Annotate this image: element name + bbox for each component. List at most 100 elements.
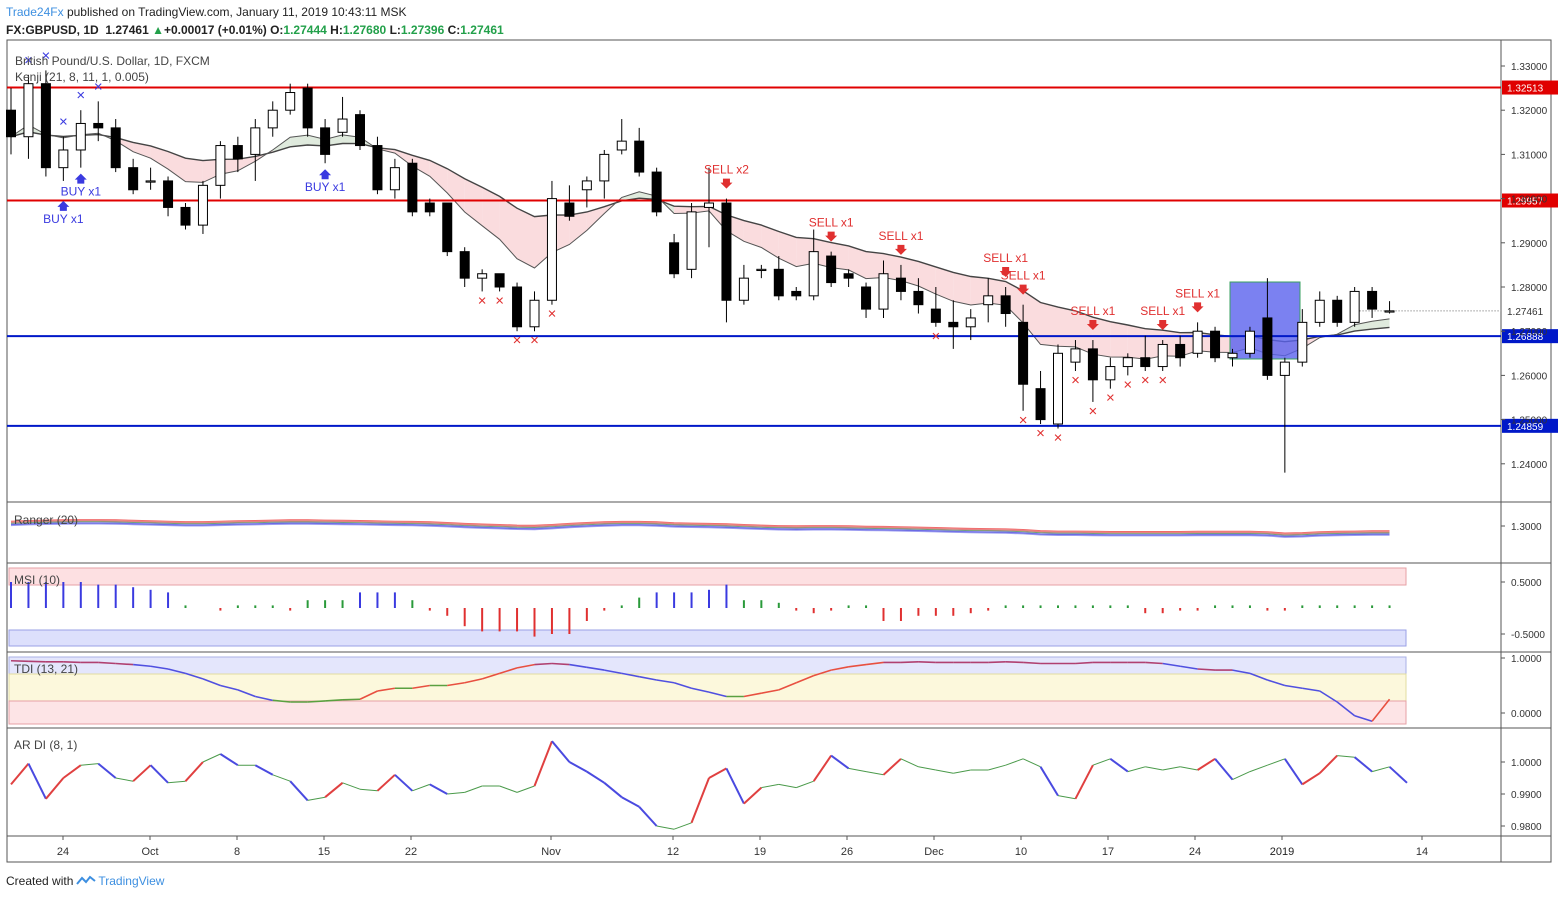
ardi-line-segment bbox=[1354, 756, 1373, 773]
brand-link[interactable]: Trade24Fx bbox=[6, 5, 64, 19]
kenji-cloud-segment bbox=[429, 160, 448, 193]
tdi-line-segment bbox=[10, 659, 29, 663]
y-tick-label: 1.25000 bbox=[1511, 416, 1548, 427]
last-price: 1.27461 bbox=[105, 23, 149, 37]
tdi-line-segment bbox=[586, 666, 605, 671]
x-tick-label: Nov bbox=[541, 846, 561, 858]
ardi-line-segment bbox=[1162, 766, 1181, 771]
candle-body bbox=[913, 290, 924, 306]
y-tick-label: 1.0000 bbox=[1511, 758, 1542, 769]
tdi-line-segment bbox=[621, 672, 640, 678]
y-tick-label: 1.26000 bbox=[1511, 371, 1548, 382]
ardi-line-segment bbox=[464, 785, 483, 793]
tdi-line-segment bbox=[1284, 684, 1303, 690]
x-tick-label: 17 bbox=[1102, 846, 1114, 858]
tdi-line-segment bbox=[255, 695, 273, 702]
candle-body bbox=[704, 202, 714, 208]
kenji-cloud-segment bbox=[133, 142, 151, 159]
kenji-cloud-segment bbox=[150, 145, 168, 170]
low-label: L: bbox=[389, 23, 401, 37]
candle-body bbox=[616, 140, 627, 151]
ardi-line-segment bbox=[1388, 766, 1408, 784]
publish-header: Trade24Fx published on TradingView.com, … bbox=[6, 5, 407, 19]
open-label: O: bbox=[270, 23, 284, 37]
ardi-line-segment bbox=[132, 764, 152, 782]
ardi-line-segment bbox=[1145, 766, 1163, 771]
ardi-line-segment bbox=[1005, 758, 1024, 766]
candle-body bbox=[1105, 366, 1116, 381]
candle-body bbox=[808, 251, 819, 297]
y-tick-label: 1.24000 bbox=[1511, 460, 1548, 471]
ardi-line-segment bbox=[1197, 757, 1216, 771]
candle-body bbox=[564, 202, 575, 217]
stop-marker-red: × bbox=[1036, 425, 1045, 442]
stop-marker-red: × bbox=[1158, 372, 1167, 389]
sell-arrow-icon bbox=[1017, 284, 1030, 295]
close-label: C: bbox=[447, 23, 461, 37]
tdi-line-segment bbox=[918, 661, 936, 664]
level-label: 1.29957 bbox=[1507, 197, 1544, 208]
ardi-line-segment bbox=[761, 783, 779, 789]
candle-body bbox=[23, 83, 34, 138]
candle-body bbox=[529, 299, 540, 328]
stop-marker-red: × bbox=[1054, 429, 1063, 446]
candle-body bbox=[442, 202, 453, 253]
candle-body bbox=[1210, 330, 1221, 359]
buy-arrow-icon bbox=[57, 200, 70, 211]
ardi-line-segment bbox=[812, 755, 832, 782]
ardi-line-segment bbox=[621, 796, 640, 808]
tdi-line-segment bbox=[813, 669, 832, 677]
candle-body bbox=[773, 268, 784, 297]
x-tick-label: 15 bbox=[318, 846, 330, 858]
candle-body bbox=[372, 145, 383, 191]
tdi-line-segment bbox=[1371, 698, 1391, 722]
ardi-line-segment bbox=[272, 774, 291, 782]
tdi-line-segment bbox=[534, 662, 553, 666]
level-label: 1.26888 bbox=[1507, 332, 1544, 343]
ardi-line-segment bbox=[429, 783, 448, 795]
publish-info: published on TradingView.com, January 11… bbox=[66, 5, 407, 19]
tdi-label: TDI (13, 21) bbox=[14, 662, 78, 676]
tdi-line-segment bbox=[237, 689, 256, 698]
stop-marker-red: × bbox=[478, 292, 487, 309]
tdi-line-segment bbox=[377, 687, 396, 692]
candle-body bbox=[686, 211, 697, 270]
ardi-line-segment bbox=[289, 780, 309, 802]
msi-lower-zone bbox=[8, 629, 1407, 647]
sell-signal-label: SELL x1 bbox=[983, 251, 1028, 265]
buy-signal-label: BUY x1 bbox=[43, 212, 84, 226]
ardi-line-segment bbox=[1092, 758, 1111, 766]
sell-signal-label: SELL x1 bbox=[1175, 286, 1220, 300]
tdi-line-segment bbox=[1336, 701, 1356, 717]
last-price-label: 1.27461 bbox=[1507, 307, 1544, 318]
ardi-line-segment bbox=[1232, 771, 1251, 781]
tradingview-link[interactable]: TradingView bbox=[98, 874, 165, 888]
ardi-line-segment bbox=[412, 783, 430, 792]
candle-body bbox=[40, 83, 51, 169]
x-tick-label: 19 bbox=[754, 846, 766, 858]
tdi-line-segment bbox=[1162, 662, 1181, 668]
ardi-line-segment bbox=[394, 774, 414, 792]
symbol-header: FX:GBPUSD, 1D 1.27461 ▲+0.00017 (+0.01%)… bbox=[6, 23, 504, 37]
stop-marker-red: × bbox=[1141, 372, 1150, 389]
tdi-line-segment bbox=[1267, 679, 1286, 687]
candle-body bbox=[669, 242, 680, 275]
stop-marker-red: × bbox=[1071, 372, 1080, 389]
candle-body bbox=[826, 255, 837, 284]
ardi-line-segment bbox=[988, 764, 1006, 771]
candle-body bbox=[1140, 357, 1151, 368]
stop-marker-blue: × bbox=[76, 87, 85, 104]
main-title: British Pound/U.S. Dollar, 1D, FXCM bbox=[15, 54, 210, 68]
ardi-line-segment bbox=[202, 753, 221, 763]
ardi-line-segment bbox=[918, 766, 936, 771]
ardi-line-segment bbox=[568, 761, 588, 773]
ardi-line-segment bbox=[533, 740, 553, 787]
stop-marker-red: × bbox=[1019, 412, 1028, 429]
y-tick-label: -0.5000 bbox=[1511, 630, 1545, 641]
ardi-line-segment bbox=[1057, 795, 1076, 800]
tdi-line-segment bbox=[1319, 690, 1338, 703]
candle-body bbox=[930, 308, 941, 323]
buy-signal-label: BUY x1 bbox=[305, 180, 346, 194]
candle-body bbox=[197, 184, 208, 226]
